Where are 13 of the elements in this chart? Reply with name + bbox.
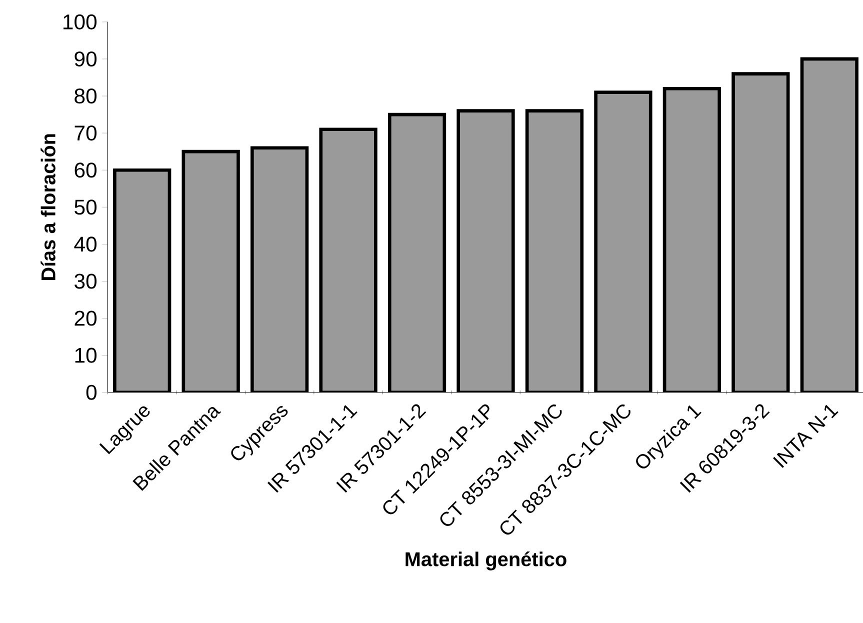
y-axis-title: Días a floración	[40, 134, 56, 280]
y-tick-label: 20	[74, 310, 97, 326]
y-tick-label: 100	[64, 14, 97, 30]
y-tick-label: 60	[74, 162, 97, 178]
y-tick-label: 40	[74, 236, 97, 252]
y-tick-label: 70	[74, 126, 97, 141]
x-axis-title: Material genético	[406, 552, 566, 570]
y-tick-label: 30	[74, 274, 97, 289]
y-tick-label: 90	[74, 51, 97, 67]
y-tick-label: 80	[74, 88, 97, 104]
y-tick-label: 10	[75, 348, 97, 363]
y-tick-label: 50	[74, 200, 97, 215]
y-tick-label: 0	[86, 384, 97, 400]
